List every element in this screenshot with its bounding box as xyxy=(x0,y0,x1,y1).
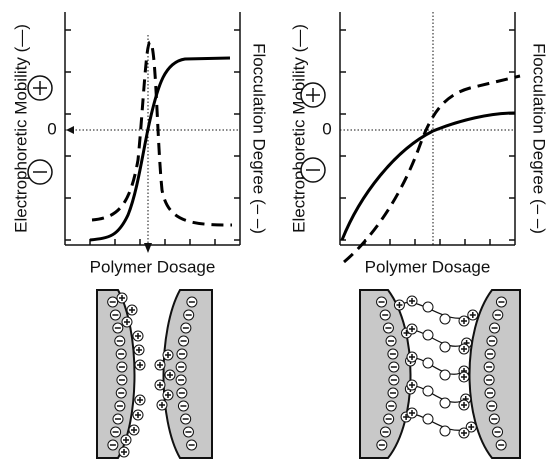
y2-label: Flocculation Degree (– –) xyxy=(530,43,549,234)
polymer-unit xyxy=(440,342,450,352)
figure: 0 Polymer Dosage Electrophoretic Mobility … xyxy=(0,0,554,460)
polymer-unit xyxy=(440,398,450,408)
polymer-unit xyxy=(423,330,433,340)
flocculation-curve xyxy=(92,42,232,225)
polymer-unit xyxy=(423,386,433,396)
polymer-unit xyxy=(440,370,450,380)
arrow-head xyxy=(144,243,152,253)
polymer-unit xyxy=(423,414,433,424)
polymer-chain xyxy=(410,387,465,403)
polymer-unit xyxy=(440,314,450,324)
y-label: Electrophoretic Mobility (—) xyxy=(289,24,308,233)
y-label: Electrophoretic Mobility (—) xyxy=(11,24,30,233)
arrow-head xyxy=(66,126,74,134)
zero-label: 0 xyxy=(47,119,56,138)
mobility-curve xyxy=(342,113,515,240)
x-label: Polymer Dosage xyxy=(90,257,216,276)
charts: 0 Polymer Dosage Electrophoretic Mobility … xyxy=(11,12,548,276)
x-label: Polymer Dosage xyxy=(365,257,491,276)
zero-label: 0 xyxy=(322,119,331,138)
polymer-unit xyxy=(423,358,433,368)
flocculation-curve xyxy=(344,76,520,262)
polymer-unit xyxy=(423,302,433,312)
polymer-unit xyxy=(440,426,450,436)
y2-label: Flocculation Degree (– –) xyxy=(250,43,269,234)
polymer-chain xyxy=(411,359,464,375)
